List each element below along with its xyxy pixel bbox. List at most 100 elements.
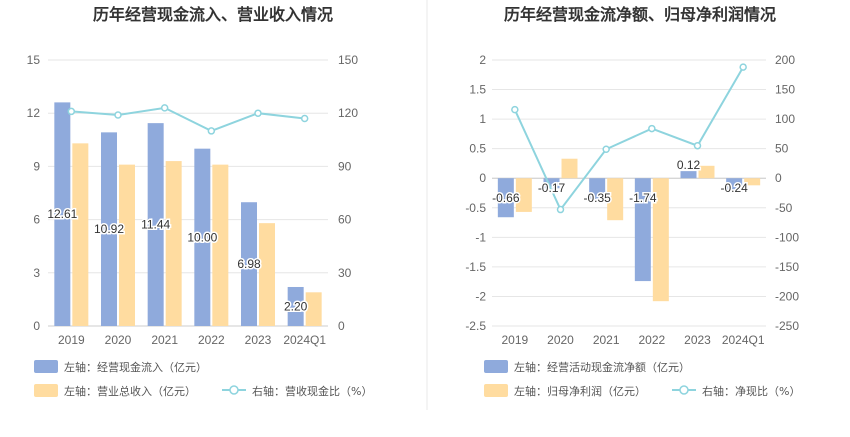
x-axis-tick: 2019 <box>501 333 528 347</box>
bar-data-label: -0.66 <box>492 191 520 205</box>
legend-swatch-line-point <box>679 385 689 395</box>
ratio-point <box>693 141 702 150</box>
right-axis-tick: 0 <box>775 171 782 185</box>
bar-1-blue <box>589 178 606 199</box>
x-axis-tick: 2022 <box>198 333 225 347</box>
bar-1-orange <box>652 178 669 302</box>
bar-data-label: -1.74 <box>629 191 657 205</box>
bar-1-orange <box>561 158 578 179</box>
x-axis-tick: 2024Q1 <box>283 333 326 347</box>
right-axis-tick: 200 <box>775 53 795 67</box>
right-axis-tick: 150 <box>338 53 358 67</box>
left-axis-tick: -1.5 <box>465 260 486 274</box>
right-axis-tick: -150 <box>775 260 799 274</box>
ratio-point <box>556 205 565 214</box>
ratio-line <box>71 106 305 133</box>
legend-label: 左轴：归母净利润（亿元） <box>514 384 646 398</box>
left-axis-tick: 2 <box>479 53 486 67</box>
chart-title: 历年经营现金流入、营业收入情况 <box>93 5 333 24</box>
left-axis-tick: 0 <box>33 319 40 333</box>
right-axis-tick: -200 <box>775 289 799 303</box>
x-axis-tick: 2023 <box>684 333 711 347</box>
bar-data-label: -0.24 <box>720 181 748 195</box>
bar-0-orange <box>119 164 135 326</box>
ratio-point <box>207 127 216 135</box>
net-cash-flow-profit-chart: 历年经营现金流净额、归母净利润情况 -2.5 -2 -1.5 -1 -0.5 0 0.5 1 1.… <box>465 5 800 398</box>
right-axis-tick: 120 <box>338 106 358 120</box>
legend-swatch-line-point <box>229 385 239 395</box>
right-axis-tick: 90 <box>338 159 352 173</box>
bar-1-blue <box>543 178 560 189</box>
ratio-point <box>300 114 309 123</box>
x-axis-tick: 2020 <box>547 333 574 347</box>
left-axis-tick: 12 <box>27 106 41 120</box>
bar-1-orange <box>744 178 761 186</box>
legend-label: 左轴：营业总收入（亿元） <box>64 384 196 398</box>
x-axis-tick: 2023 <box>245 333 272 347</box>
bar-0-orange <box>212 164 229 326</box>
bar-0-blue <box>101 132 117 326</box>
bar-1-orange <box>515 178 532 212</box>
left-axis-tick: 3 <box>33 266 40 280</box>
legend-label: 左轴：经营活动现金流净额（亿元） <box>514 360 690 374</box>
legend-label: 右轴：营收现金比（%） <box>252 384 372 398</box>
bar-0-blue <box>147 123 164 326</box>
x-axis-tick: 2024Q1 <box>722 333 765 347</box>
bar-1-blue <box>497 178 514 218</box>
x-axis-tick: 2021 <box>151 333 178 347</box>
left-axis-tick: -0.5 <box>465 201 486 215</box>
legend-swatch-blue <box>34 360 58 373</box>
bar-1-orange <box>698 165 715 179</box>
bar-0-blue <box>194 148 211 326</box>
left-axis-tick: 1 <box>479 112 486 126</box>
left-axis-tick: -1 <box>475 230 486 244</box>
bar-0-blue <box>287 286 304 326</box>
legend-swatch-orange <box>484 384 508 397</box>
bar-0-orange <box>305 292 322 326</box>
left-axis-tick: 0 <box>479 171 486 185</box>
right-axis-tick: 50 <box>775 142 789 156</box>
bar-0-orange <box>165 161 182 326</box>
x-axis-tick: 2021 <box>593 333 620 347</box>
bar-data-label: 10.92 <box>94 222 124 236</box>
bar-0-blue <box>54 102 71 327</box>
bar-1-blue <box>634 178 651 282</box>
left-axis-tick: -2 <box>475 289 486 303</box>
ratio-line <box>513 66 745 212</box>
left-axis-tick: 1.5 <box>469 83 486 97</box>
bar-data-label: -0.35 <box>583 191 611 205</box>
ratio-point <box>648 124 656 133</box>
x-axis-tick: 2020 <box>105 333 132 347</box>
bar-1-blue <box>680 171 697 179</box>
legend-label: 右轴：净现比（%） <box>702 384 800 398</box>
left-axis-tick: 15 <box>27 53 41 67</box>
bar-data-label: -0.17 <box>538 181 566 195</box>
right-axis-tick: 150 <box>775 83 795 97</box>
bar-data-label: 0.12 <box>677 158 701 172</box>
bar-data-label: 12.61 <box>47 207 77 221</box>
ratio-point <box>739 63 747 71</box>
right-axis-tick: 100 <box>775 112 795 126</box>
bar-data-label: 6.98 <box>237 257 261 271</box>
bar-data-label: 11.44 <box>141 218 170 232</box>
legend-swatch-blue <box>484 360 508 373</box>
left-axis-tick: -2.5 <box>465 319 486 333</box>
legend-swatch-orange <box>34 384 58 397</box>
ratio-point <box>160 104 169 112</box>
left-axis-tick: 9 <box>33 159 40 173</box>
right-axis-tick: 0 <box>338 319 345 333</box>
bar-0-orange <box>72 143 89 326</box>
cash-inflow-revenue-chart: 历年经营现金流入、营业收入情况0369121503060901201502019… <box>27 5 373 398</box>
right-axis-tick: 30 <box>338 266 352 280</box>
left-axis-tick: 0.5 <box>469 142 486 156</box>
ratio-point <box>254 109 262 117</box>
right-axis-tick: 60 <box>338 213 352 227</box>
bar-data-label: 10.00 <box>187 230 217 244</box>
right-axis-tick: -250 <box>775 319 799 333</box>
x-axis-tick: 2019 <box>58 333 85 347</box>
bar-0-blue <box>241 202 257 326</box>
legend-label: 左轴：经营现金流入（亿元） <box>64 360 207 374</box>
right-axis-tick: -100 <box>775 230 799 244</box>
